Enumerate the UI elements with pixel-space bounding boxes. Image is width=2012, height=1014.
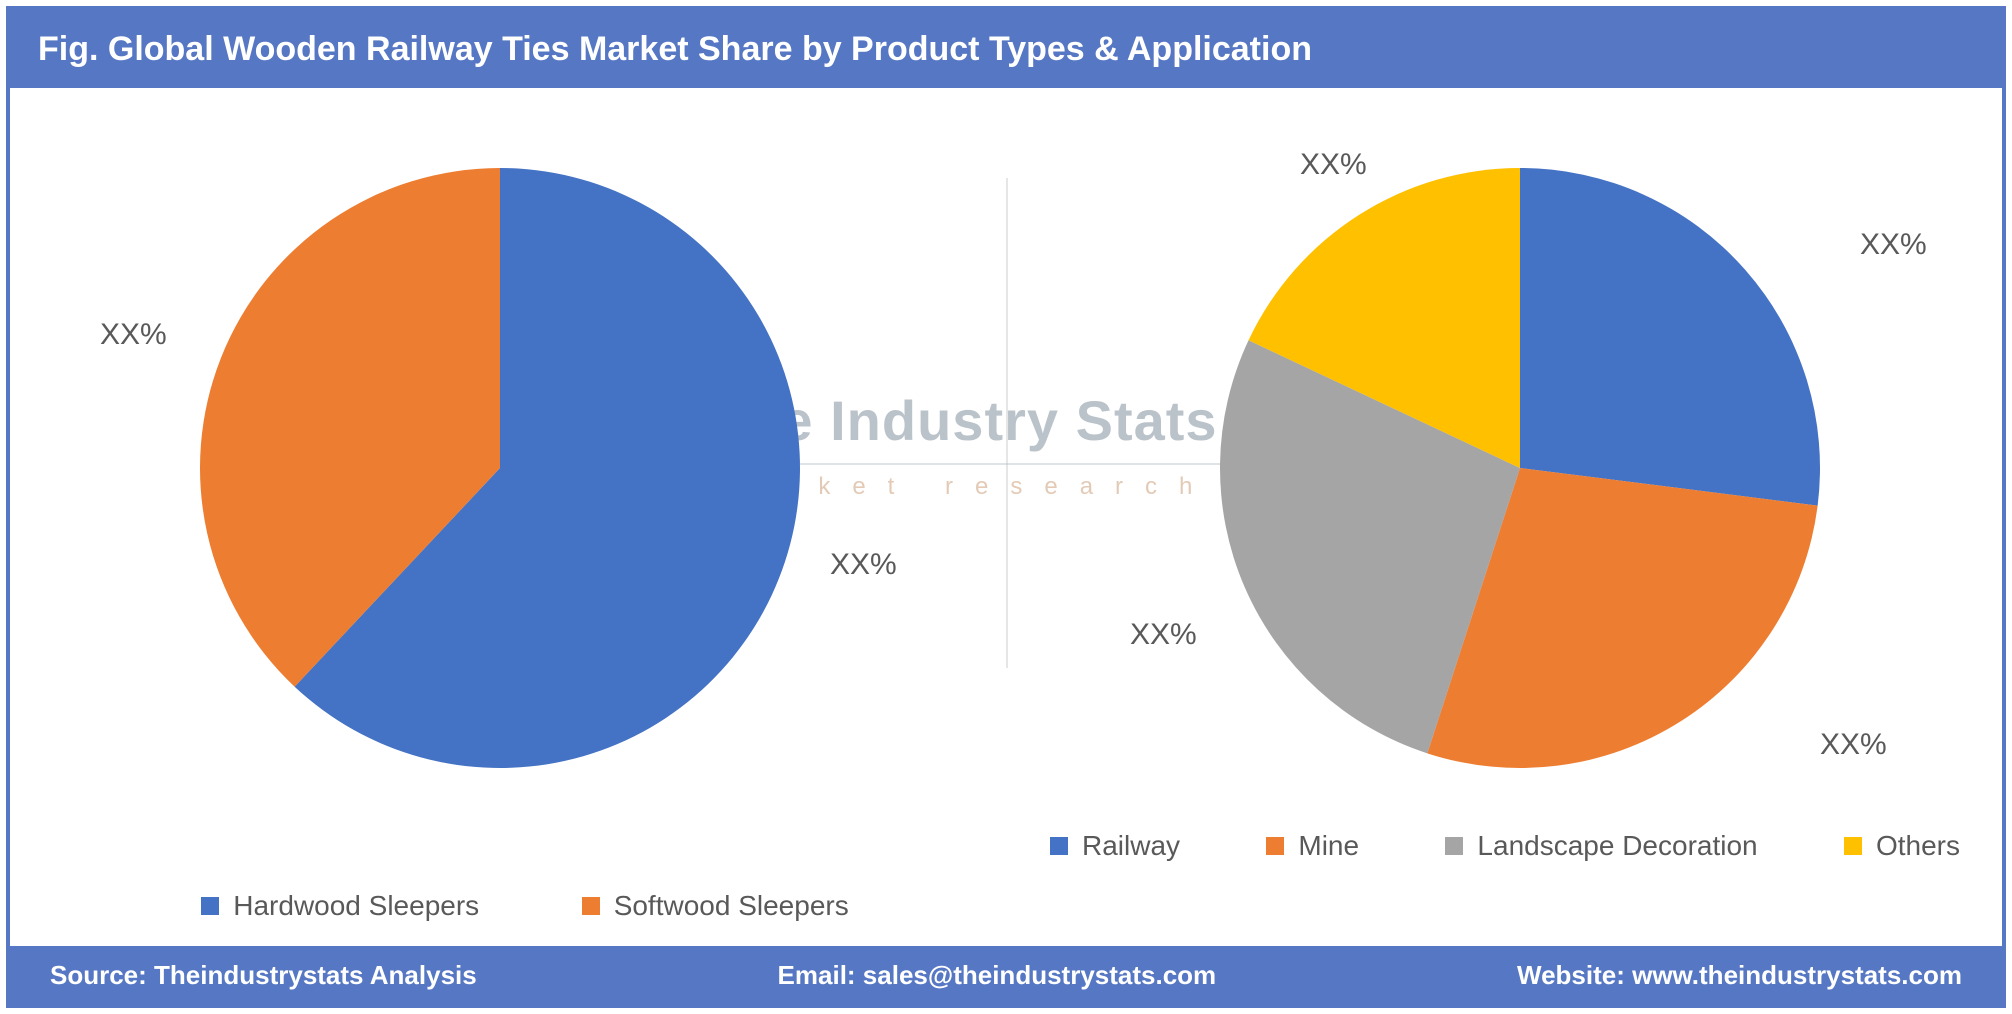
legend-item: Hardwood Sleepers (201, 890, 479, 922)
charts-area: The Industry Stats market research XX%XX… (10, 88, 2002, 828)
legend-swatch (582, 897, 600, 915)
legend-application: Railway Mine Landscape Decoration Others (1020, 830, 1990, 862)
legend-item: Mine (1266, 830, 1359, 862)
slice-label: XX% (1860, 228, 1927, 262)
slice-label: XX% (1820, 728, 1887, 762)
legend-label: Softwood Sleepers (614, 890, 849, 922)
footer-source: Source: Theindustrystats Analysis (50, 960, 477, 991)
legend-label: Hardwood Sleepers (233, 890, 479, 922)
legend-item: Landscape Decoration (1445, 830, 1757, 862)
footer-bar: Source: Theindustrystats Analysis Email:… (10, 946, 2002, 1004)
legend-swatch (1050, 837, 1068, 855)
legend-item: Softwood Sleepers (582, 890, 849, 922)
legend-product-types: Hardwood Sleepers Softwood Sleepers (70, 890, 980, 922)
footer-email: Email: sales@theindustrystats.com (778, 960, 1217, 991)
legend-label: Others (1876, 830, 1960, 862)
legend-item: Railway (1050, 830, 1180, 862)
legend-swatch (1266, 837, 1284, 855)
legend-label: Landscape Decoration (1477, 830, 1757, 862)
slice-label: XX% (1130, 618, 1197, 652)
slice-label: XX% (100, 318, 167, 352)
footer-website: Website: www.theindustrystats.com (1517, 960, 1962, 991)
slice-label: XX% (830, 548, 897, 582)
title-bar: Fig. Global Wooden Railway Ties Market S… (10, 10, 2002, 88)
legend-label: Railway (1082, 830, 1180, 862)
chart-frame: Fig. Global Wooden Railway Ties Market S… (6, 6, 2006, 1008)
pie-svg-left (200, 168, 800, 768)
pie-slice (1520, 168, 1820, 506)
slice-label: XX% (1300, 148, 1367, 182)
legend-swatch (1844, 837, 1862, 855)
pie-chart-product-types (200, 168, 800, 768)
legend-label: Mine (1298, 830, 1359, 862)
pie-chart-application (1220, 168, 1820, 768)
vertical-divider (1006, 178, 1008, 668)
legend-swatch (1445, 837, 1463, 855)
pie-svg-right (1220, 168, 1820, 768)
legend-item: Others (1844, 830, 1960, 862)
chart-title: Fig. Global Wooden Railway Ties Market S… (38, 30, 1312, 69)
legend-swatch (201, 897, 219, 915)
